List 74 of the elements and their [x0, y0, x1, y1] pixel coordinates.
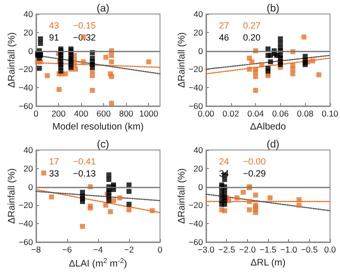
chart-title: (b): [266, 2, 280, 14]
x-tick-label: −8: [31, 244, 42, 254]
y-tick-label: 0: [198, 182, 204, 192]
x-tick-label: 600: [96, 108, 111, 118]
annotation: 33: [49, 168, 60, 178]
y-tick-label: 20: [24, 163, 34, 174]
x-tick-label: 0.04: [247, 108, 264, 118]
y-tick-label: 40: [24, 145, 34, 155]
annotation: 91: [49, 32, 60, 42]
y-tick-label: 0: [198, 46, 204, 56]
x-tick-label: −1.5: [260, 244, 277, 254]
x-tick-label: −2.0: [238, 244, 256, 254]
annotation: 34: [219, 168, 230, 178]
annotation: 27: [219, 20, 230, 30]
y-tick-label: −20: [18, 200, 34, 210]
chart-title: (a): [96, 2, 110, 14]
y-tick-label: 40: [194, 9, 204, 19]
annotation: 17: [49, 156, 60, 166]
y-tick-label: 40: [194, 145, 204, 155]
chart-title: (d): [266, 138, 280, 150]
annotation: −0.29: [243, 168, 266, 178]
y-tick-label: −40: [188, 82, 204, 93]
x-tick-label: 0.08: [296, 108, 314, 118]
y-tick-label: 40: [24, 9, 34, 19]
y-tick-label: 20: [194, 27, 204, 38]
y-tick-label: −60: [188, 101, 204, 111]
annotation: 24: [219, 156, 230, 166]
annotation: −0.13: [73, 168, 96, 178]
y-tick-label: 20: [24, 27, 34, 38]
y-tick-label: 0: [28, 182, 34, 192]
y-axis-title: ΔRainfall (%): [6, 168, 18, 224]
y-tick-label: −40: [18, 218, 34, 229]
x-tick-label: −1.0: [280, 244, 298, 254]
x-tick-label: 400: [74, 108, 88, 118]
x-tick-label: −2.5: [218, 244, 236, 254]
y-axis-title: ΔRainfall (%): [176, 168, 188, 224]
annotation: −0.32: [73, 32, 96, 42]
y-tick-label: 0: [28, 46, 34, 56]
y-tick-label: −20: [188, 200, 204, 210]
annotation: 43: [49, 20, 60, 30]
x-tick-label: 800: [119, 108, 134, 118]
annotation: 46: [219, 32, 230, 42]
y-tick-label: −20: [18, 64, 34, 74]
annotation: −0.00: [243, 156, 266, 166]
x-tick-label: 200: [51, 108, 66, 118]
x-tick-label: −6: [62, 244, 72, 254]
x-tick-label: 0.00: [198, 108, 215, 118]
x-tick-label: 1000: [139, 108, 158, 118]
y-axis-title: ΔRainfall (%): [176, 32, 188, 88]
x-tick-label: −4: [93, 244, 104, 254]
y-tick-label: −40: [188, 218, 204, 229]
y-tick-label: 20: [194, 163, 204, 174]
y-tick-label: −40: [18, 82, 34, 93]
y-tick-label: −60: [18, 101, 34, 111]
x-tick-label: 0.06: [272, 108, 289, 118]
annotation: 0.20: [243, 32, 261, 42]
x-tick-label: 0.10: [322, 108, 339, 118]
y-tick-label: −20: [188, 64, 204, 74]
x-tick-label: 0.0: [324, 244, 336, 254]
annotation: −0.41: [73, 156, 96, 166]
x-tick-label: −3.0: [198, 244, 215, 254]
chart-title: (c): [96, 138, 110, 150]
y-axis-title: ΔRainfall (%): [6, 32, 18, 88]
x-axis-title: ΔAlbedo: [250, 122, 286, 132]
x-axis-title: Model resolution (km): [52, 122, 144, 132]
x-tick-label: −2: [124, 244, 134, 254]
x-tick-label: 0.02: [222, 108, 240, 118]
annotation: −0.15: [73, 20, 96, 30]
y-tick-label: −60: [18, 237, 34, 247]
x-axis-title: ΔRL (m): [250, 258, 286, 268]
y-tick-label: −60: [188, 237, 204, 247]
annotation: 0.27: [243, 20, 261, 30]
x-tick-label: 0: [158, 244, 163, 254]
x-tick-label: −0.5: [300, 244, 318, 254]
